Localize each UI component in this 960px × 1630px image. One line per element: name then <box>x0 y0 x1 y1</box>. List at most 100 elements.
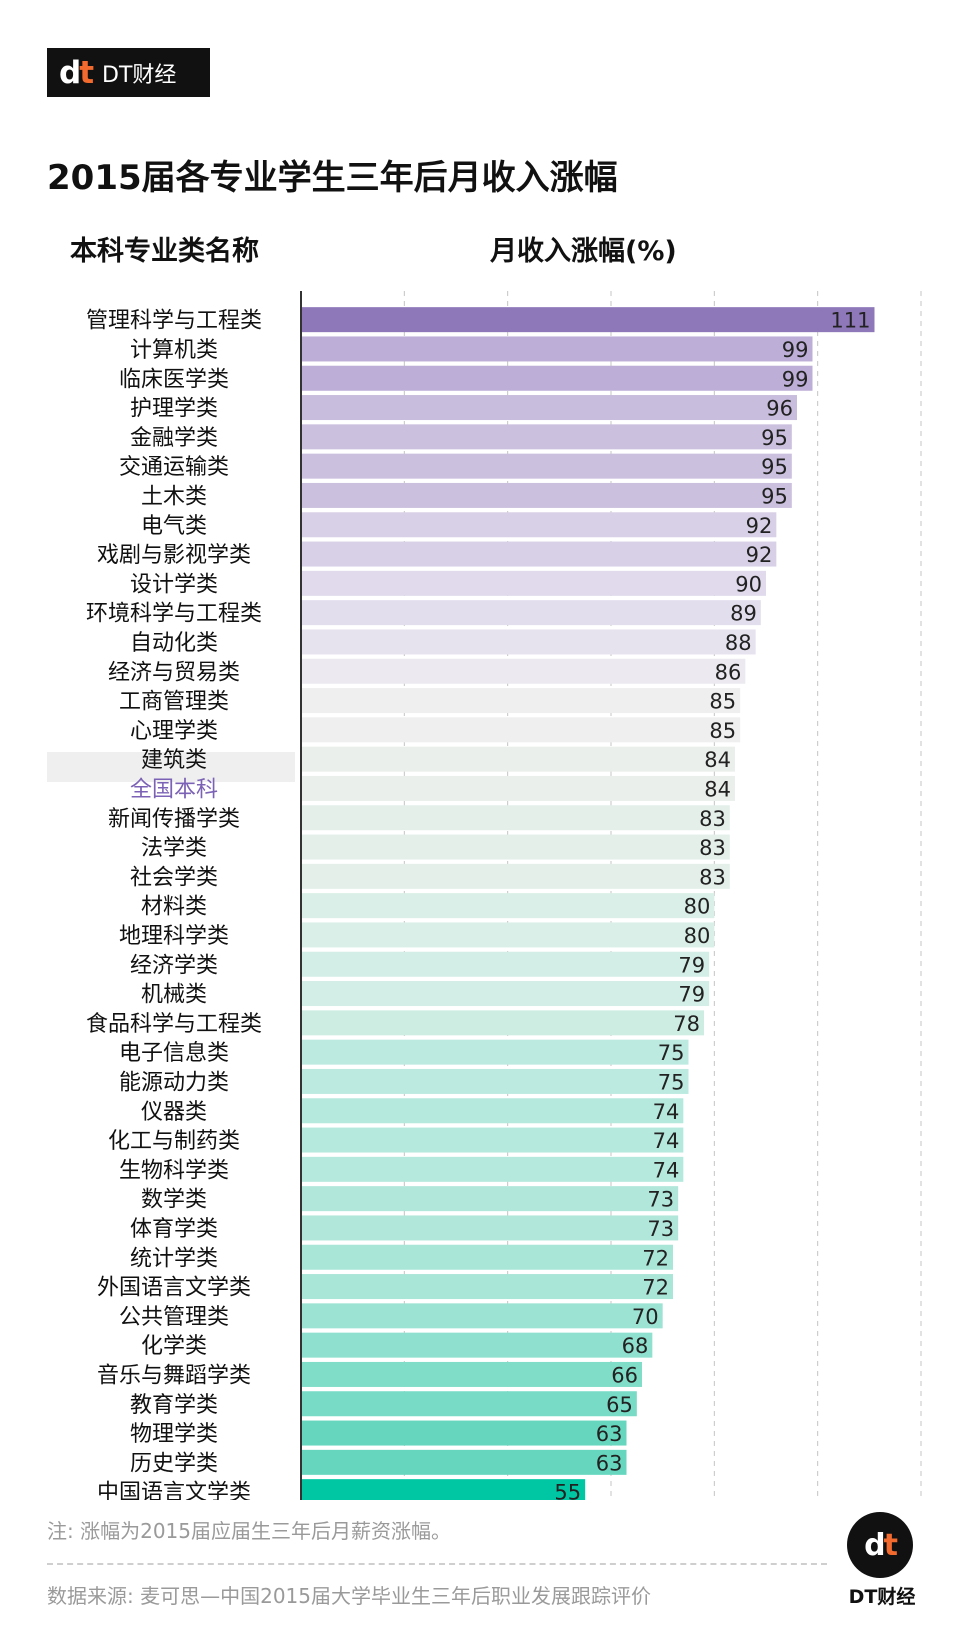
brand-tag: dt DT财经 <box>47 48 210 97</box>
value-label: 88 <box>725 631 752 655</box>
bar <box>301 629 756 655</box>
bar <box>301 834 730 860</box>
bar <box>301 307 875 333</box>
category-label: 土木类 <box>141 484 207 509</box>
bar <box>301 688 741 714</box>
value-label: 96 <box>766 397 793 421</box>
bar <box>301 424 792 450</box>
value-label: 74 <box>653 1100 680 1124</box>
category-label: 电子信息类 <box>119 1041 229 1066</box>
value-label: 90 <box>735 572 762 596</box>
value-label: 75 <box>658 1041 685 1065</box>
bar <box>301 658 746 684</box>
bar <box>301 1098 684 1124</box>
bar <box>301 1361 642 1387</box>
value-label: 72 <box>642 1246 669 1270</box>
category-label: 社会学类 <box>130 865 218 890</box>
value-label: 95 <box>761 455 788 479</box>
category-label: 历史学类 <box>130 1451 218 1476</box>
value-label: 74 <box>653 1129 680 1153</box>
value-label: 95 <box>761 426 788 450</box>
value-label: 75 <box>658 1070 685 1094</box>
bar <box>301 1391 637 1417</box>
category-label: 全国本科 <box>130 777 218 802</box>
divider <box>47 1563 827 1565</box>
value-label: 80 <box>684 924 711 948</box>
category-label: 化学类 <box>141 1334 207 1359</box>
category-label: 临床医学类 <box>119 367 229 392</box>
bar-chart: 管理科学与工程类 111 计算机类 99 临床医学类 99 护理学类 96 金融学类 95 交通运输… <box>86 291 922 1500</box>
bar <box>301 1449 627 1475</box>
bar <box>301 395 797 421</box>
value-label: 73 <box>647 1188 674 1212</box>
value-label: 89 <box>730 602 757 626</box>
bar <box>301 775 735 801</box>
value-label: 86 <box>715 660 742 684</box>
category-label: 统计学类 <box>130 1246 218 1271</box>
footer-logo-name: DT财经 <box>848 1586 916 1608</box>
category-label: 物理学类 <box>130 1422 218 1447</box>
category-label: 外国语言文学类 <box>97 1276 251 1301</box>
bar <box>301 1420 627 1446</box>
category-label: 环境科学与工程类 <box>86 602 262 627</box>
value-label: 63 <box>596 1422 623 1446</box>
value-label: 99 <box>782 338 809 362</box>
bar <box>301 1186 679 1212</box>
value-label: 85 <box>709 719 736 743</box>
value-label: 83 <box>699 807 726 831</box>
bar <box>301 1010 704 1036</box>
bar <box>301 541 777 567</box>
category-label: 生物科学类 <box>119 1158 229 1183</box>
value-label: 78 <box>673 1012 700 1036</box>
bar <box>301 1244 673 1270</box>
bar <box>301 1039 689 1065</box>
category-label: 护理学类 <box>130 397 218 422</box>
bar <box>301 951 710 977</box>
value-label: 72 <box>642 1276 669 1300</box>
category-label: 法学类 <box>141 836 207 861</box>
category-label: 自动化类 <box>130 631 218 656</box>
value-label: 95 <box>761 484 788 508</box>
value-label: 85 <box>709 690 736 714</box>
category-label: 戏剧与影视学类 <box>97 543 251 568</box>
value-label: 55 <box>554 1481 581 1500</box>
bar <box>301 1127 684 1153</box>
category-label: 心理学类 <box>130 719 218 744</box>
category-label: 仪器类 <box>141 1100 207 1125</box>
value-label: 80 <box>684 895 711 919</box>
brand-logo-icon: dt <box>59 54 94 91</box>
category-label: 食品科学与工程类 <box>86 1012 262 1037</box>
category-label: 能源动力类 <box>119 1070 229 1095</box>
category-label: 教育学类 <box>130 1393 218 1418</box>
national-average-highlight <box>47 752 295 782</box>
bar <box>301 570 766 596</box>
value-label: 79 <box>678 983 705 1007</box>
footnote: 注: 涨幅为2015届应届生三年后月薪资涨幅。 <box>47 1519 451 1543</box>
value-label: 84 <box>704 777 731 801</box>
bar <box>301 893 715 919</box>
value-label: 74 <box>653 1158 680 1182</box>
bar <box>301 805 730 831</box>
value-label: 99 <box>782 367 809 391</box>
category-label: 公共管理类 <box>119 1305 229 1330</box>
bar <box>301 981 710 1007</box>
value-label: 73 <box>647 1217 674 1241</box>
bar <box>301 1068 689 1094</box>
brand-name: DT财经 <box>102 62 177 88</box>
bar <box>301 365 813 391</box>
bar <box>301 922 715 948</box>
bar <box>301 1479 586 1500</box>
value-label: 70 <box>632 1305 659 1329</box>
bar <box>301 863 730 889</box>
value-label: 83 <box>699 865 726 889</box>
bar <box>301 1332 653 1358</box>
value-label: 68 <box>622 1334 649 1358</box>
category-label: 材料类 <box>141 895 207 920</box>
category-label: 中国语言文学类 <box>97 1481 251 1500</box>
category-label: 计算机类 <box>130 338 218 363</box>
category-label: 设计学类 <box>130 572 218 597</box>
category-label: 数学类 <box>141 1188 207 1213</box>
category-label: 交通运输类 <box>119 455 229 480</box>
category-label: 金融学类 <box>130 426 218 451</box>
